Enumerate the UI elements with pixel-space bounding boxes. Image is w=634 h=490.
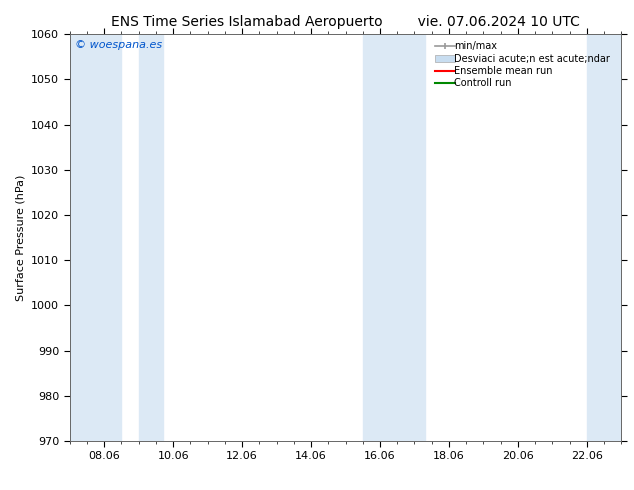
Y-axis label: Surface Pressure (hPa): Surface Pressure (hPa) — [16, 174, 25, 301]
Title: ENS Time Series Islamabad Aeropuerto        vie. 07.06.2024 10 UTC: ENS Time Series Islamabad Aeropuerto vie… — [111, 15, 580, 29]
Bar — [139, 34, 163, 441]
Legend: min/max, Desviaci acute;n est acute;ndar, Ensemble mean run, Controll run: min/max, Desviaci acute;n est acute;ndar… — [431, 37, 618, 92]
Text: © woespana.es: © woespana.es — [75, 40, 162, 50]
Bar — [587, 34, 621, 441]
Bar — [398, 34, 425, 441]
Bar — [70, 34, 122, 441]
Bar — [363, 34, 398, 441]
